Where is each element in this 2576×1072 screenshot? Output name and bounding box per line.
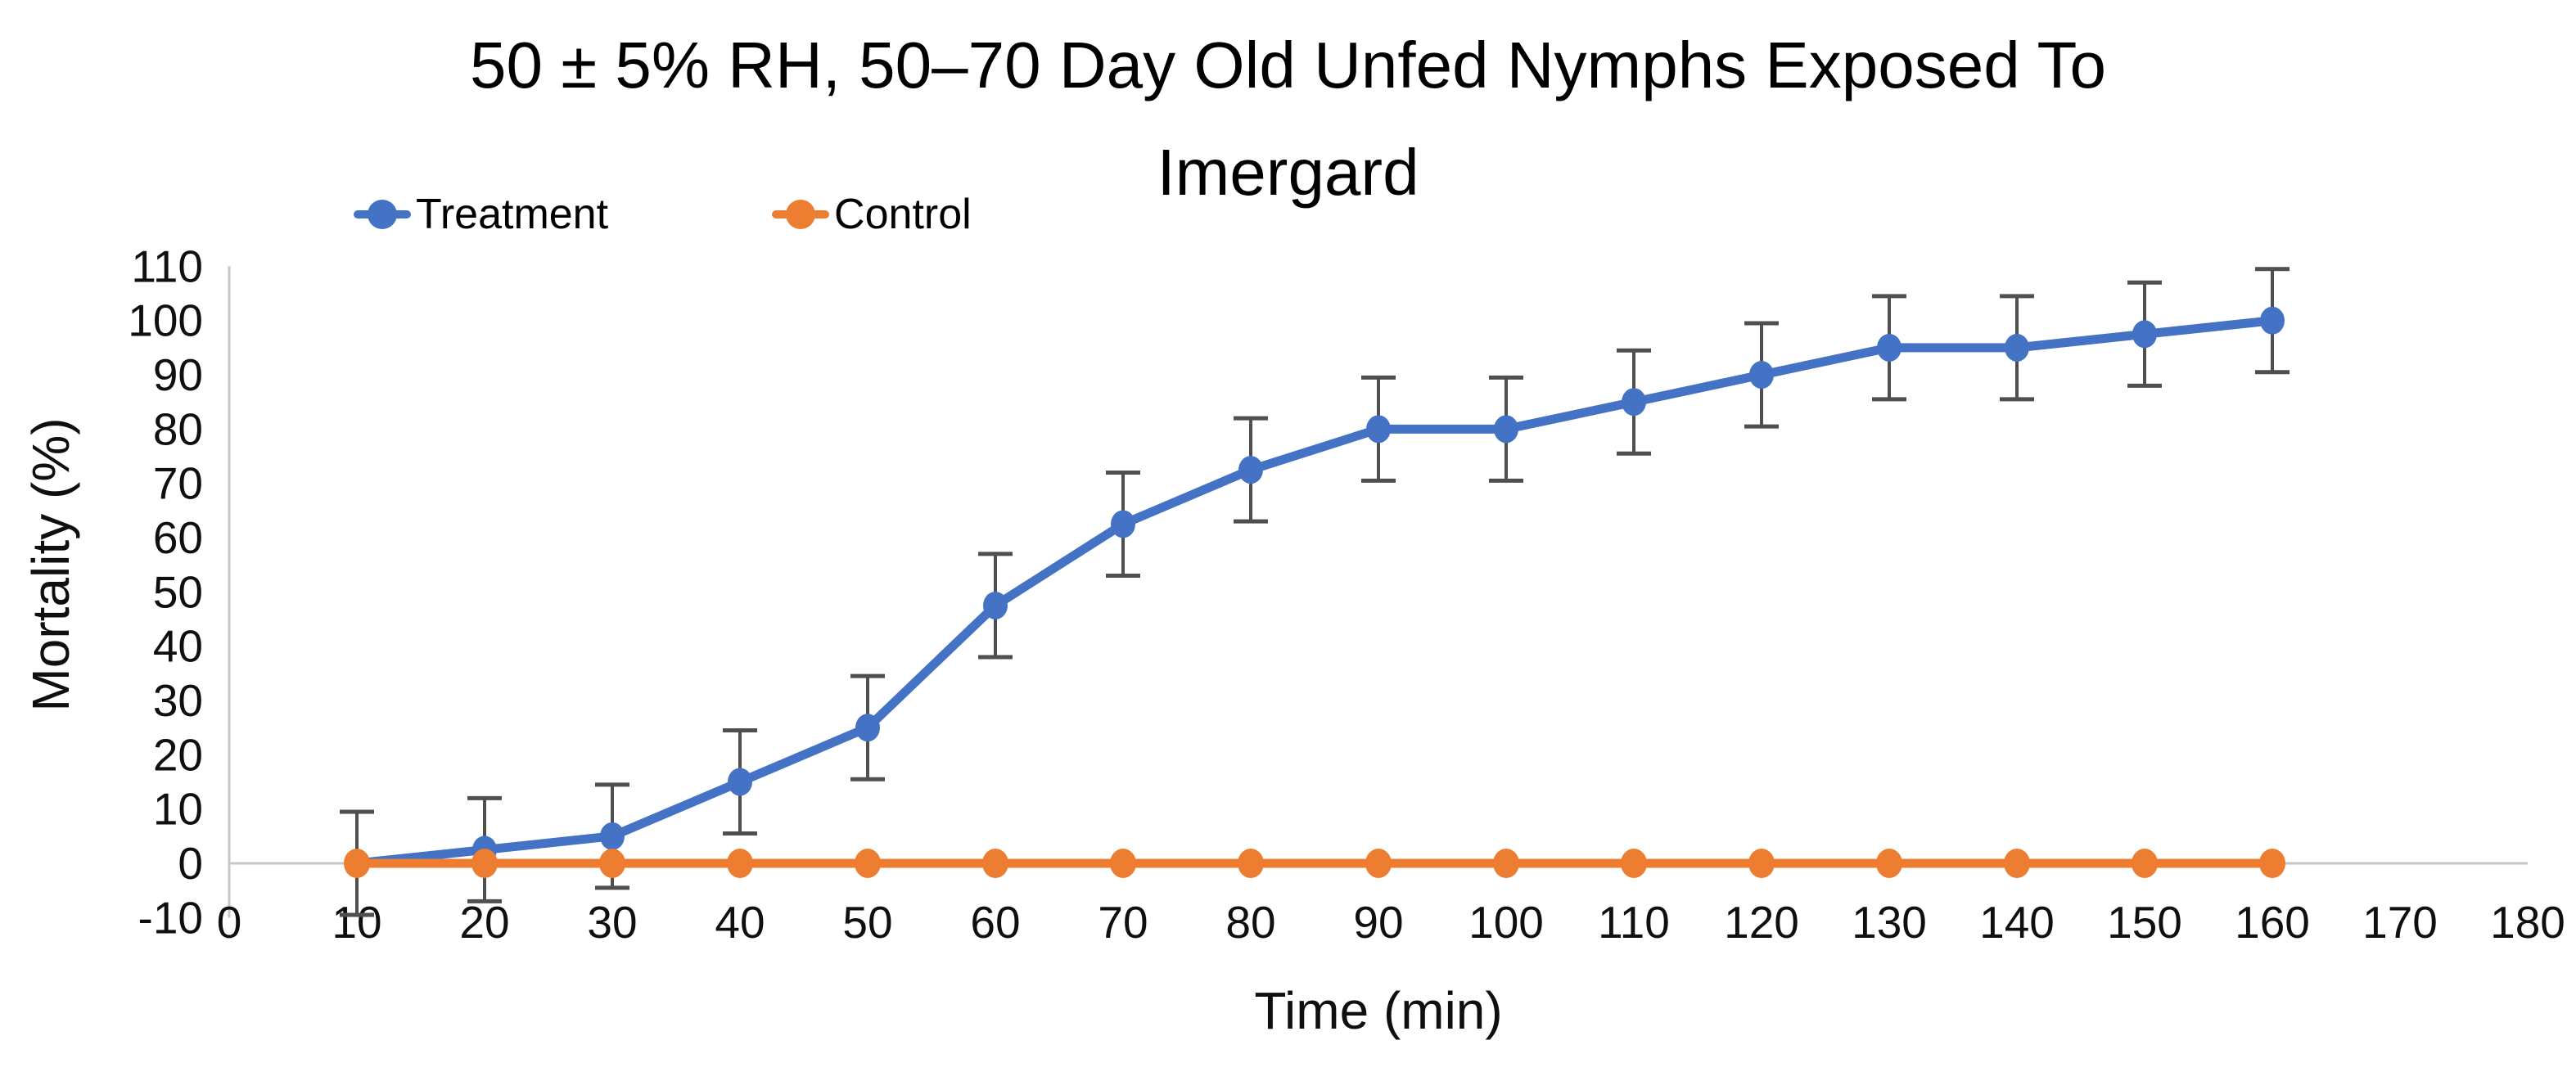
legend-item-treatment: Treatment [354,190,608,239]
x-tick-label: 40 [715,897,765,948]
y-tick-label: 30 [153,675,203,726]
x-tick-label: 170 [2362,897,2438,948]
x-tick-label: 0 [217,897,242,948]
data-point-control [2004,849,2030,878]
x-tick-label: 160 [2235,897,2310,948]
y-tick-label: -10 [138,892,204,943]
x-tick-label: 150 [2107,897,2182,948]
y-tick-label: 100 [128,295,203,346]
data-point-control [2259,849,2285,878]
data-point-control [855,849,881,878]
treatment-legend-marker-icon [354,200,411,229]
data-point-control [727,849,753,878]
x-tick-label: 180 [2490,897,2565,948]
treatment-legend-dot-icon [368,200,397,229]
y-tick-label: 110 [131,241,203,291]
chart-title-line-1: 50 ± 5% RH, 50–70 Day Old Unfed Nymphs E… [469,29,2107,101]
legend: Treatment Control [354,190,972,239]
x-tick-label: 30 [587,897,637,948]
x-tick-label: 80 [1225,897,1275,948]
data-point-control [1238,849,1264,878]
data-point-treatment [2260,306,2285,335]
y-tick-label: 90 [153,349,203,400]
data-point-treatment [728,768,752,796]
x-tick-label: 70 [1098,897,1148,948]
y-tick-label: 50 [153,566,203,617]
chart-title-line-2: Imergard [1157,136,1419,209]
x-axis-title: Time (min) [1254,981,1503,1040]
y-tick-label: 60 [153,512,203,563]
y-tick-label: 10 [153,784,203,835]
data-point-control [599,849,625,878]
series-line-treatment [352,316,2277,868]
data-point-control [1493,849,1519,878]
x-tick-label: 60 [970,897,1020,948]
data-point-control [344,849,370,878]
data-point-control [1621,849,1647,878]
legend-label-control: Control [834,191,972,238]
data-point-control [1110,849,1136,878]
y-tick-label: 0 [178,838,203,889]
x-tick-label: 130 [1852,897,1927,948]
data-point-control [1876,849,1902,878]
data-point-treatment [855,714,880,742]
y-tick-label: 80 [153,403,203,454]
data-point-treatment [600,822,625,850]
x-tick-label: 100 [1468,897,1544,948]
y-tick-label: 70 [153,458,203,509]
data-point-treatment [1749,361,1774,390]
data-point-treatment [1877,333,1902,362]
x-tick-label: 110 [1598,897,1670,948]
data-point-treatment [2005,333,2029,362]
chart-title: 50 ± 5% RH, 50–70 Day Old Unfed Nymphs E… [183,33,2393,205]
y-tick-label: 40 [153,621,203,672]
data-point-control [471,849,498,878]
x-tick-label: 120 [1724,897,1799,948]
legend-item-control: Control [772,190,972,239]
data-point-treatment [1366,415,1391,444]
control-legend-marker-icon [772,200,830,229]
data-point-treatment [1494,415,1518,444]
x-tick-label: 140 [1979,897,2055,948]
data-point-treatment [983,591,1008,619]
control-legend-dot-icon [786,200,816,229]
x-tick-label: 90 [1353,897,1403,948]
data-point-control [2132,849,2158,878]
data-point-control [982,849,1008,878]
y-tick-label: 20 [153,729,203,780]
data-point-control [1365,849,1392,878]
data-point-treatment [1622,388,1646,417]
data-point-treatment [2132,320,2157,349]
data-point-control [1748,849,1775,878]
legend-label-treatment: Treatment [416,191,609,238]
x-tick-label: 20 [459,897,509,948]
data-point-treatment [1111,510,1135,538]
x-tick-label: 50 [842,897,892,948]
data-point-treatment [1238,456,1263,484]
